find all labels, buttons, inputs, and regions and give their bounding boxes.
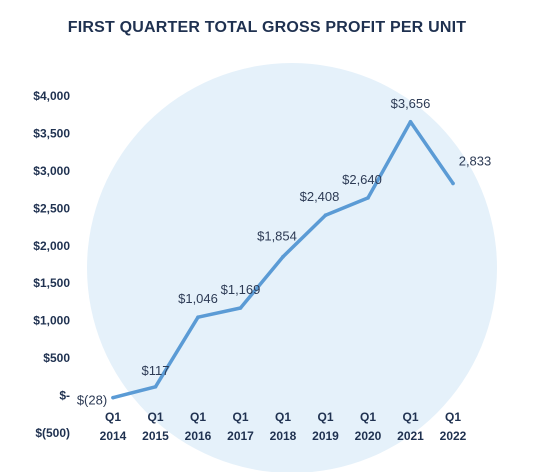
data-label: $1,046 — [178, 291, 218, 306]
data-labels: $(28) $117 $1,046$1,169 $1,854 $2,408$2,640 $… — [77, 96, 491, 408]
data-label: 2,833 — [459, 153, 492, 168]
x-tick-year: 2016 — [185, 429, 212, 443]
x-tick-label: Q1 2022 — [440, 410, 467, 443]
y-tick-label: $1,000 — [33, 314, 70, 328]
data-label: $3,656 — [391, 96, 431, 111]
x-tick-quarter: Q1 — [402, 410, 418, 424]
x-tick-label: Q1 2021 — [397, 410, 424, 443]
data-label: $2,640 — [342, 172, 382, 187]
x-tick-quarter: Q1 — [445, 410, 461, 424]
x-tick-quarter: Q1 — [275, 410, 291, 424]
x-tick-quarter: Q1 — [232, 410, 248, 424]
y-tick-label: $- — [59, 389, 70, 403]
data-label: $1,169 — [221, 282, 261, 297]
data-label: $(28) — [77, 393, 107, 408]
data-point — [153, 384, 158, 389]
y-tick-label: $3,500 — [33, 126, 70, 140]
x-tick-label: Q1 2018 — [270, 410, 297, 443]
x-axis: Q1 2014 Q1 2015 Q1 2016 Q1 2017 Q1 2018 Q1 2019 Q1 20… — [100, 410, 467, 443]
y-axis: $4,000 $3,500 $3,000 $2,500 $2,000 $1,500 $1,0… — [33, 89, 70, 440]
x-tick-year: 2022 — [440, 429, 467, 443]
data-point — [196, 315, 200, 320]
x-tick-label: Q1 2019 — [312, 410, 339, 443]
y-tick-label: $4,000 — [33, 89, 70, 103]
x-tick-label: Q1 2016 — [185, 410, 212, 443]
y-tick-label: $3,000 — [33, 164, 70, 178]
series-line-group — [111, 119, 455, 400]
x-tick-quarter: Q1 — [105, 410, 121, 424]
data-point — [366, 196, 370, 200]
x-tick-year: 2014 — [100, 429, 127, 443]
data-label: $117 — [142, 363, 170, 378]
y-tick-label: $2,000 — [33, 239, 70, 253]
y-tick-label: $1,500 — [33, 276, 70, 290]
x-tick-label: Q1 2015 — [142, 410, 169, 443]
x-tick-year: 2021 — [397, 429, 424, 443]
x-tick-label: Q1 2020 — [355, 410, 382, 443]
data-point — [451, 181, 455, 186]
data-point — [281, 254, 285, 259]
x-tick-year: 2018 — [270, 429, 297, 443]
chart-title: FIRST QUARTER TOTAL GROSS PROFIT PER UNI… — [68, 19, 466, 36]
x-tick-quarter: Q1 — [360, 410, 376, 424]
x-tick-label: Q1 2014 — [100, 410, 127, 443]
data-label: $2,408 — [300, 189, 340, 204]
y-tick-label: $(500) — [35, 426, 70, 440]
y-tick-label: $500 — [43, 351, 70, 365]
x-tick-year: 2019 — [312, 429, 339, 443]
data-point — [111, 395, 115, 400]
x-tick-year: 2015 — [142, 429, 169, 443]
x-tick-year: 2020 — [355, 429, 382, 443]
x-tick-quarter: Q1 — [190, 410, 206, 424]
data-point — [323, 213, 328, 218]
x-tick-label: Q1 2017 — [227, 410, 254, 443]
data-point — [238, 306, 243, 310]
background-circle — [87, 63, 497, 472]
data-point — [408, 119, 413, 124]
y-tick-label: $2,500 — [33, 201, 70, 215]
x-tick-quarter: Q1 — [317, 410, 333, 424]
x-tick-year: 2017 — [227, 429, 254, 443]
x-tick-quarter: Q1 — [147, 410, 163, 424]
data-label: $1,854 — [257, 229, 297, 244]
